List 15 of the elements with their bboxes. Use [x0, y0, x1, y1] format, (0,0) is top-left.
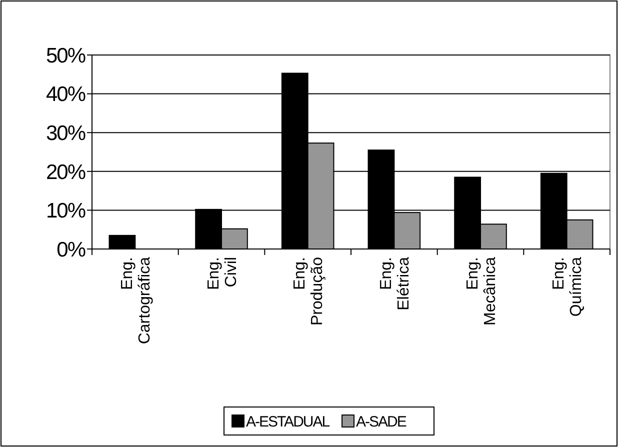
bar: [108, 234, 136, 250]
y-tick-label: 20%: [46, 160, 86, 184]
y-tick-label: 30%: [46, 122, 86, 145]
x-tick-label: Eng. Elétrica: [378, 256, 413, 310]
legend-label: A-ESTADUAL: [246, 413, 330, 430]
x-tick-label: Eng. Civil: [205, 257, 240, 290]
y-tick-label: 40%: [46, 83, 86, 106]
y-tick-label: 10%: [46, 200, 86, 223]
x-tick-label: Eng. Mecânica: [464, 256, 499, 326]
x-tick-label: Eng. Química: [550, 256, 586, 317]
y-tick-label: 0%: [56, 238, 86, 262]
x-tick-label: Eng. Produção: [292, 256, 326, 326]
y-tick-label: 50%: [46, 44, 86, 68]
x-tick-label: Eng. Cartográfica: [118, 256, 154, 344]
legend-label: A-SADE: [356, 413, 407, 430]
